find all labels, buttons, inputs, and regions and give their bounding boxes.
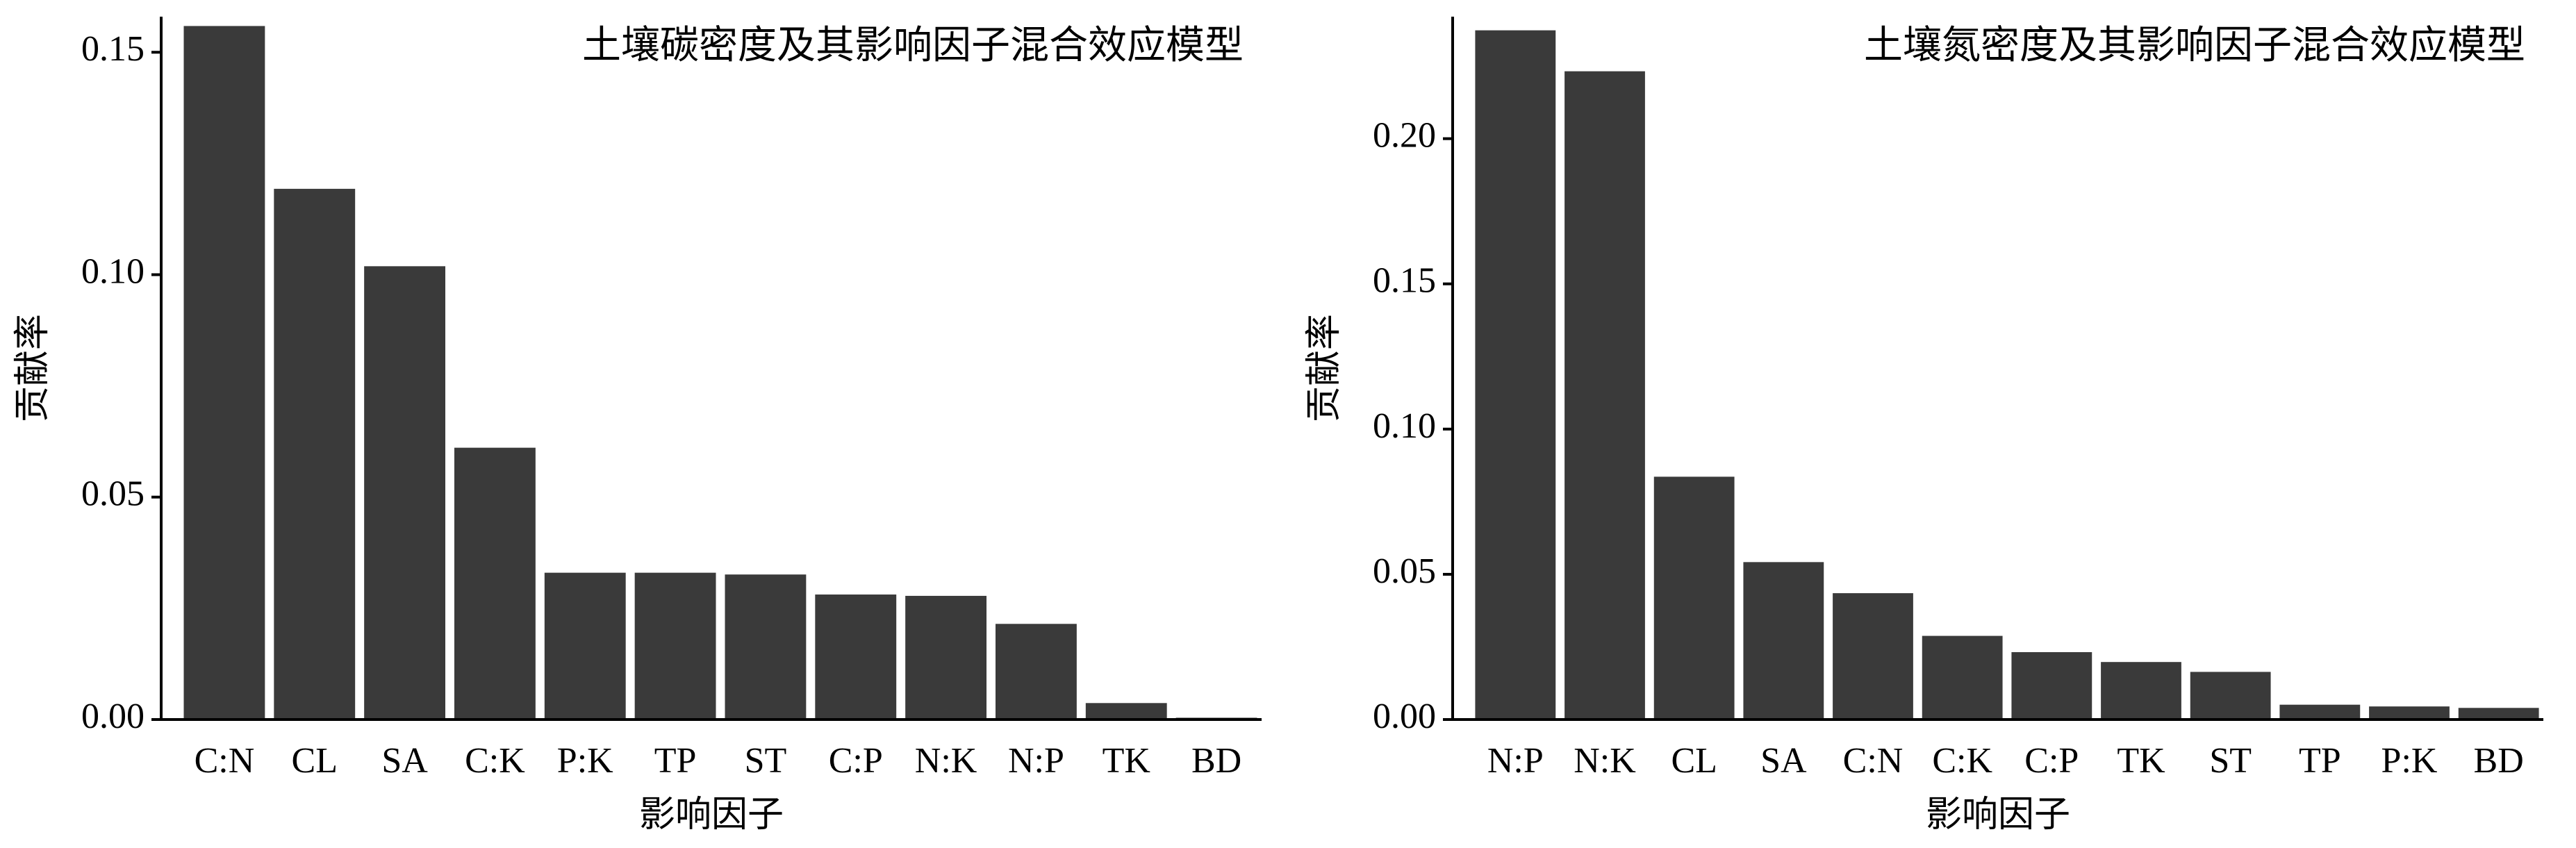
y-axis-label: 贡献率 [1305,314,1344,422]
y-tick-label: 0.10 [1373,406,1436,446]
bar [454,447,536,720]
bar [274,188,356,720]
x-tick-label: N:K [915,741,977,781]
x-axis-label: 影响因子 [639,795,784,835]
chart-title: 土壤碳密度及其影响因子混合效应模型 [582,24,1244,67]
x-tick-label: SA [381,741,428,781]
bar [815,595,897,720]
bar [1833,593,1913,720]
x-axis-label: 影响因子 [1926,795,2070,835]
bar [1743,562,1824,720]
x-tick-label: C:N [1843,741,1904,781]
bar [905,595,987,720]
chart-title: 土壤氮密度及其影响因子混合效应模型 [1864,24,2525,67]
x-tick-label: N:K [1574,741,1636,781]
bar [725,574,807,720]
x-tick-label: BD [2474,741,2524,781]
x-tick-label: C:P [2024,741,2079,781]
y-tick-label: 0.10 [81,251,145,291]
x-tick-label: TK [1103,741,1151,781]
x-tick-label: ST [745,741,787,781]
x-tick-label: C:K [465,741,525,781]
y-tick-label: 0.00 [81,697,145,736]
x-tick-label: P:K [557,741,613,781]
bar [2458,708,2539,720]
bar [1085,703,1167,720]
x-tick-label: CL [1671,741,1717,781]
x-tick-label: ST [2209,741,2252,781]
y-tick-label: 0.05 [1373,551,1436,591]
x-tick-label: N:P [1487,741,1544,781]
bar [364,266,446,720]
y-tick-label: 0.15 [81,29,145,69]
bar [2279,704,2361,720]
x-tick-label: C:K [1932,741,1992,781]
x-tick-label: N:P [1008,741,1064,781]
bar [995,624,1077,720]
x-tick-label: SA [1760,741,1807,781]
x-tick-label: TP [654,741,697,781]
bar [183,26,265,720]
x-tick-label: BD [1191,741,1241,781]
x-tick-label: P:K [2381,741,2438,781]
bar [2011,651,2092,720]
x-tick-label: C:N [195,741,255,781]
y-tick-label: 0.20 [1373,116,1436,156]
bar [544,572,626,720]
x-tick-label: C:P [829,741,883,781]
y-tick-label: 0.05 [81,474,145,514]
y-tick-label: 0.00 [1373,697,1436,736]
bar [634,572,716,720]
x-tick-label: TK [2117,741,2165,781]
y-axis-label: 贡献率 [13,314,53,422]
bar [1653,476,1735,720]
x-tick-label: TP [2299,741,2341,781]
bar [2369,706,2450,720]
bar [1475,30,1556,720]
y-tick-label: 0.15 [1373,261,1436,301]
bar [1922,635,2003,720]
bar [2101,662,2181,720]
x-tick-label: CL [292,741,338,781]
bar [2190,672,2271,720]
bar [1564,71,1645,720]
